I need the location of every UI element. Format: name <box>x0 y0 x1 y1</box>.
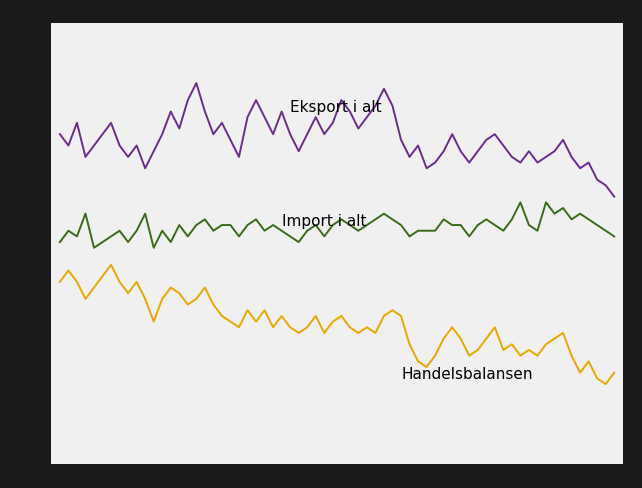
Text: Eksport i alt: Eksport i alt <box>290 100 382 115</box>
Text: Handelsbalansen: Handelsbalansen <box>401 366 532 382</box>
Text: Import i alt: Import i alt <box>282 214 366 228</box>
